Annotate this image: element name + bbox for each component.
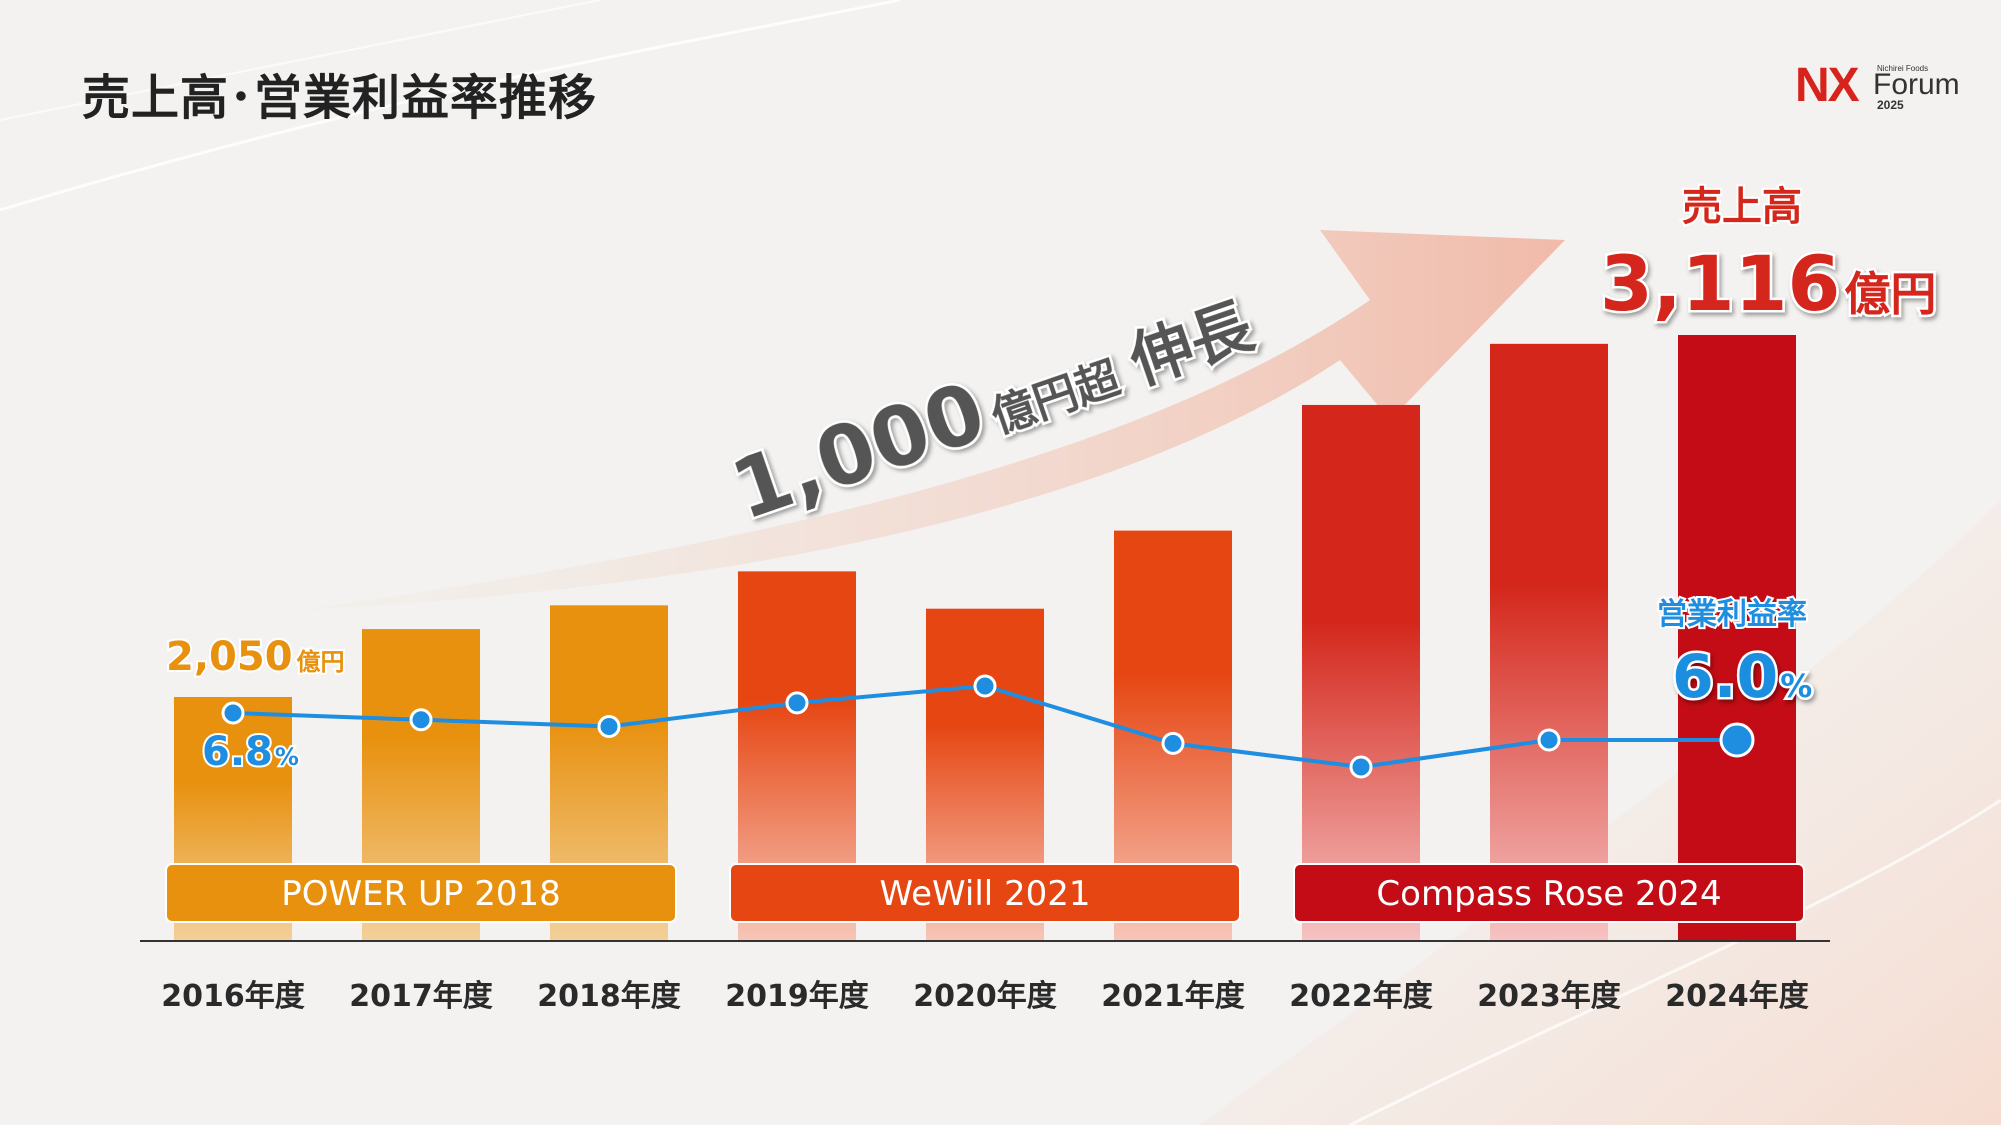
growth-word: 伸長 — [1120, 289, 1263, 399]
last-margin-value: 6.0 — [1672, 642, 1778, 712]
last-margin-title: 営業利益率 — [1657, 597, 1807, 632]
x-tick-label-6: 2022年度 — [1289, 979, 1433, 1014]
sales-bar-2023年度 — [1490, 343, 1608, 942]
phase-band-1 — [729, 863, 1241, 923]
page-title: 売上高･営業利益率推移 — [82, 70, 598, 126]
x-tick-label-8: 2024年度 — [1665, 979, 1809, 1014]
logo-mark: NX — [1795, 59, 1860, 112]
last-sales-unit: 億円 — [1844, 267, 1936, 321]
margin-point-2019年度 — [785, 691, 809, 715]
x-tick-label-2: 2018年度 — [537, 979, 681, 1014]
sales-bar-2024年度 — [1678, 335, 1796, 941]
growth-value: 1,000 — [721, 365, 997, 539]
x-tick-label-0: 2016年度 — [161, 979, 305, 1014]
x-tick-label-1: 2017年度 — [349, 979, 493, 1014]
phase-band-2 — [1293, 863, 1805, 923]
last-sales-title: 売上高 — [1682, 184, 1802, 230]
growth-suffix: 億円超 — [985, 352, 1127, 444]
growth-arrow-shape — [300, 230, 1565, 610]
last-margin-label: 6.0% — [1672, 642, 1812, 712]
first-margin-unit: % — [275, 743, 299, 771]
last-sales-label: 3,116億円 — [1600, 239, 1936, 328]
margin-point-2023年度 — [1537, 728, 1561, 752]
margin-point-2024年度 — [1719, 722, 1755, 758]
margin-point-2022年度 — [1349, 755, 1373, 779]
first-sales-unit: 億円 — [297, 648, 345, 676]
svg-text:1,000億円超伸長: 1,000億円超伸長 — [721, 273, 1265, 539]
logo-company: Nichirei Foods — [1877, 64, 1929, 73]
margin-point-2017年度 — [409, 708, 433, 732]
x-tick-label-7: 2023年度 — [1477, 979, 1621, 1014]
nx-forum-logo: NX Nichirei Foods Forum 2025 — [1795, 59, 1965, 113]
first-sales-value: 2,050 — [166, 634, 293, 680]
first-margin-label: 6.8% — [202, 729, 299, 775]
margin-point-2021年度 — [1161, 731, 1185, 755]
margin-point-2016年度 — [221, 701, 245, 725]
first-sales-label: 2,050 億円 — [166, 634, 345, 680]
last-margin-unit: % — [1780, 667, 1812, 705]
margin-point-2020年度 — [973, 674, 997, 698]
phase-label-0: POWER UP 2018 — [281, 874, 561, 914]
first-margin-value: 6.8 — [202, 729, 273, 775]
sales-bar-2022年度 — [1302, 404, 1420, 942]
growth-annotation: 1,000億円超伸長 — [718, 273, 1265, 541]
x-tick-label-3: 2019年度 — [725, 979, 869, 1014]
phase-label-2: Compass Rose 2024 — [1376, 874, 1721, 914]
phase-band-0 — [165, 863, 677, 923]
logo-year: 2025 — [1877, 98, 1904, 112]
logo-word: Forum — [1873, 68, 1960, 101]
margin-point-2018年度 — [597, 715, 621, 738]
phase-label-1: WeWill 2021 — [879, 874, 1090, 914]
x-tick-label-4: 2020年度 — [913, 979, 1057, 1014]
last-sales-value: 3,116 — [1600, 239, 1840, 328]
x-tick-label-5: 2021年度 — [1101, 979, 1245, 1014]
